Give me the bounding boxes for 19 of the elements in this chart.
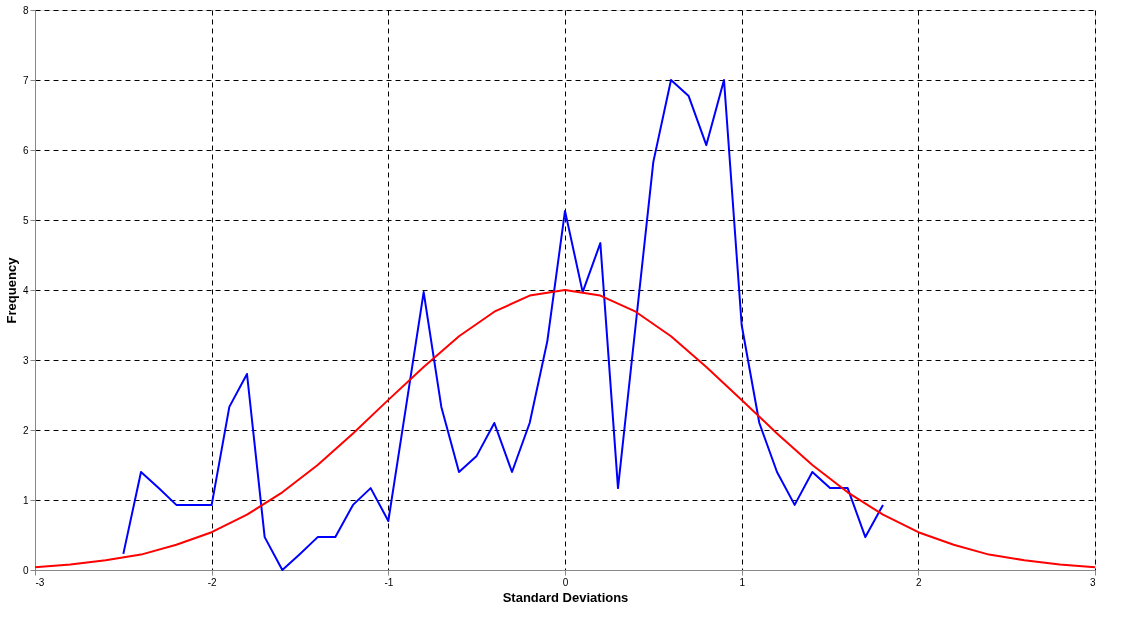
y-axis-title: Frequency [3,256,19,324]
y-tick-label: 5 [22,214,29,226]
x-tick-label: 2 [916,576,923,588]
y-tick-label: 0 [22,564,29,576]
y-tick-label: 4 [22,284,29,296]
y-tick-label: 1 [22,494,29,506]
y-tick-label: 2 [22,424,29,436]
x-tick-label: -1 [384,576,394,588]
x-tick-label: 3 [1089,576,1096,588]
y-tick-label: 3 [22,354,29,366]
y-tick-label: 7 [22,74,29,86]
x-tick-label: -2 [207,576,218,588]
y-tick-label: 8 [22,4,29,16]
x-axis-title: Standard Deviations [502,589,629,605]
line-series [122,79,884,571]
y-tick-label: 6 [22,144,29,156]
x-tick-label: -3 [35,576,45,588]
x-tick-label: 1 [739,576,746,588]
x-tick-label: 0 [562,576,569,588]
